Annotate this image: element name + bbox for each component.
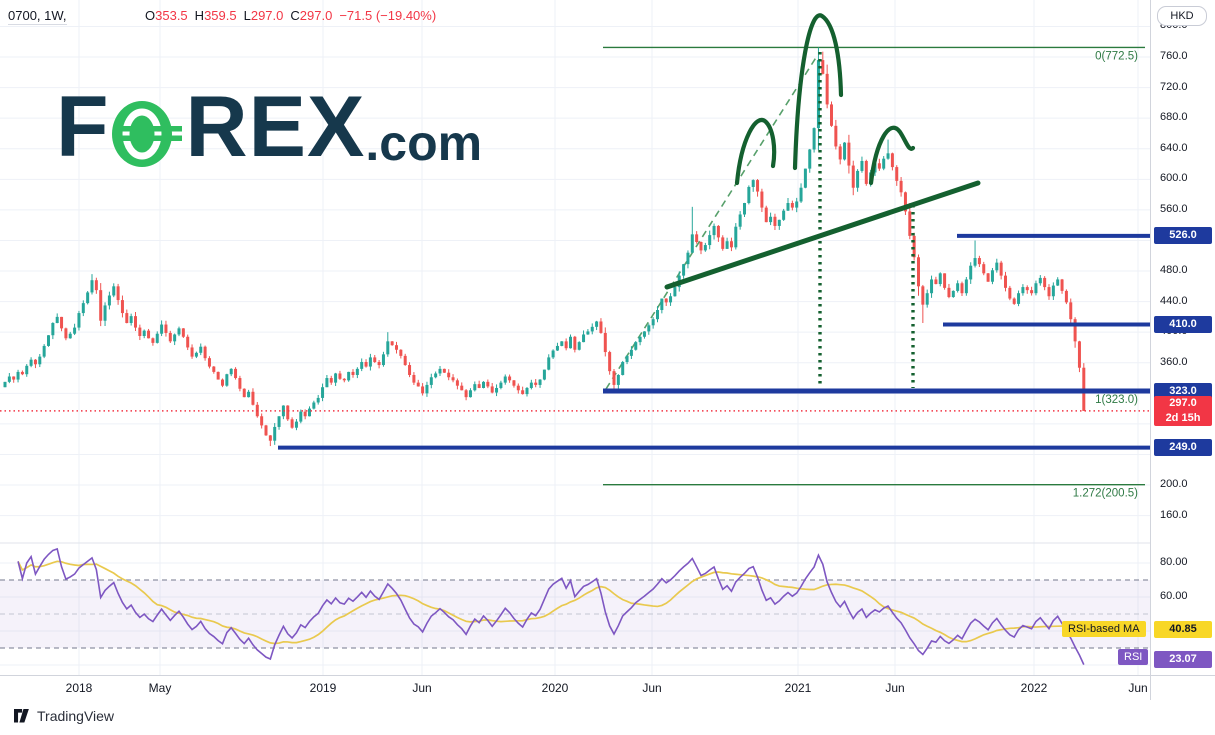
price-axis-label: 680.0	[1160, 111, 1188, 124]
price-axis-label: 560.0	[1160, 202, 1188, 215]
logo-letter-f: F	[56, 79, 110, 175]
logo-letters-rex: REX	[185, 79, 366, 175]
axis-corner	[1150, 675, 1215, 701]
time-axis-label: Jun	[1128, 681, 1148, 695]
price-axis-label: 360.0	[1160, 355, 1188, 368]
ohlc-key: H	[194, 8, 205, 23]
time-axis-label: May	[148, 681, 172, 695]
price-axis-label: 600.0	[1160, 172, 1188, 185]
tradingview-logo-icon	[14, 708, 29, 722]
ohlc-value: 297.0	[299, 8, 333, 23]
tradingview-brand-text: TradingView	[37, 708, 115, 724]
rsi-line-tag: RSI	[1118, 649, 1149, 665]
rsi-axis-label: 60.00	[1160, 590, 1188, 602]
ohlc-value: 353.5	[155, 8, 188, 23]
rsi-ma-value-badge: 40.85	[1154, 621, 1212, 639]
ohlc-readout: O353.5 H359.5 L297.0 C297.0 −71.5 (−19.40%)	[145, 8, 436, 23]
price-axis-label: 760.0	[1160, 50, 1188, 63]
level-price-badge: 410.0	[1154, 316, 1212, 334]
price-axis[interactable]: HKD 800.0760.0720.0680.0640.0600.0560.05…	[1150, 0, 1215, 700]
change-readout: −71.5 (−19.40%)	[339, 8, 437, 23]
symbol-title[interactable]: 0700, 1W,	[8, 8, 67, 25]
time-axis-label: Jun	[885, 681, 905, 695]
price-axis-label: 200.0	[1160, 478, 1188, 491]
price-axis-label: 160.0	[1160, 508, 1188, 521]
rsi-ma-line-tag: RSI-based MA	[1062, 621, 1146, 637]
time-axis-label: 2022	[1020, 681, 1048, 695]
time-axis-label: Jun	[412, 681, 432, 695]
level-price-badge: 249.0	[1154, 439, 1212, 457]
current-price-badge: 297.0 2d 15h	[1154, 395, 1212, 426]
symbol-legend[interactable]: 0700, 1W,	[8, 8, 67, 25]
logo-o-coin-icon	[111, 98, 184, 168]
price-axis-label: 480.0	[1160, 264, 1188, 277]
currency-button[interactable]: HKD	[1157, 6, 1207, 26]
ohlc-value: 297.0	[250, 8, 284, 23]
fib-label: 1.272(200.5)	[1073, 488, 1138, 500]
fib-label: 0(772.5)	[1095, 50, 1138, 62]
time-axis-label: 2020	[541, 681, 569, 695]
rsi-axis-label: 80.00	[1160, 556, 1188, 568]
time-axis-label: Jun	[642, 681, 662, 695]
ohlc-key: O	[145, 8, 156, 23]
level-price-badge: 323.0	[1154, 382, 1212, 400]
forex-com-logo: F REX .com	[56, 84, 482, 170]
time-axis[interactable]: 2018 May 2019 Jun 2020 Jun 2021 Jun 2022 Jun	[0, 675, 1150, 701]
level-price-badge: 526.0	[1154, 227, 1212, 245]
rsi-value-badge: 23.07	[1154, 651, 1212, 669]
footer-bar: TradingView	[0, 700, 1215, 735]
ohlc-value: 359.5	[204, 8, 237, 23]
tradingview-attribution[interactable]: TradingView	[14, 708, 114, 724]
fib-label: 1(323.0)	[1095, 394, 1138, 406]
price-axis-label: 720.0	[1160, 80, 1188, 93]
price-axis-label: 640.0	[1160, 141, 1188, 154]
candlestick-chart-svg: 0(772.5) 1(323.0) 1.272(200.5)	[0, 0, 1150, 675]
time-axis-label: 2019	[309, 681, 337, 695]
price-axis-label: 440.0	[1160, 294, 1188, 307]
ohlc-key: C	[290, 8, 300, 23]
time-axis-label: 2018	[65, 681, 93, 695]
logo-dot-com: .com	[365, 115, 483, 171]
ohlc-key: L	[243, 8, 251, 23]
chart-canvas[interactable]: 0(772.5) 1(323.0) 1.272(200.5) 0700, 1W, O…	[0, 0, 1150, 675]
time-axis-label: 2021	[784, 681, 812, 695]
